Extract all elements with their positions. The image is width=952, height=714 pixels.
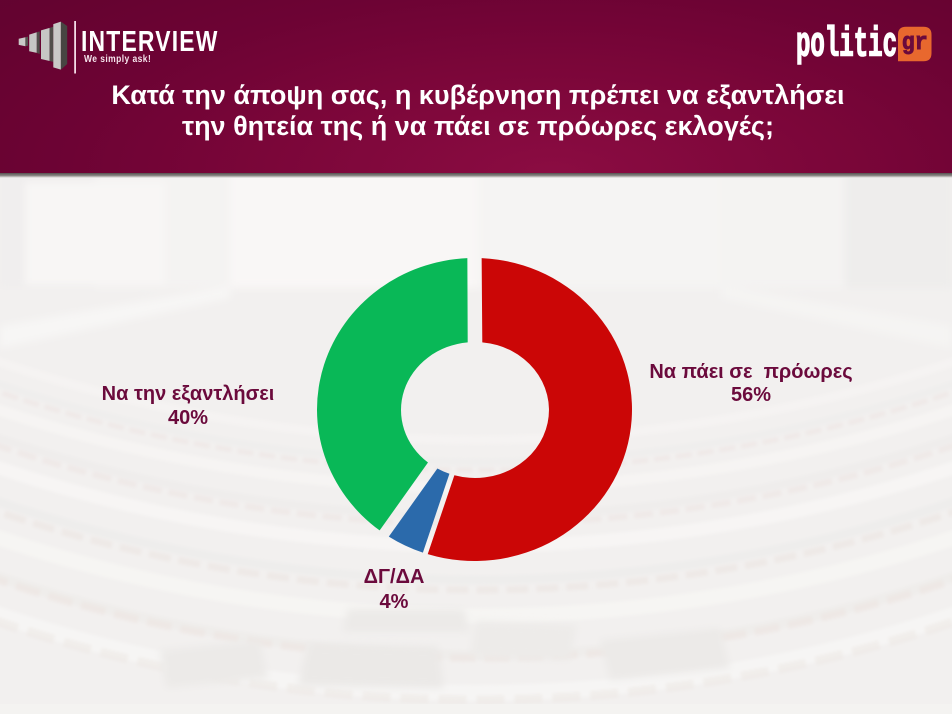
svg-text:politic: politic	[796, 21, 897, 69]
svg-text:gr: gr	[902, 30, 928, 57]
